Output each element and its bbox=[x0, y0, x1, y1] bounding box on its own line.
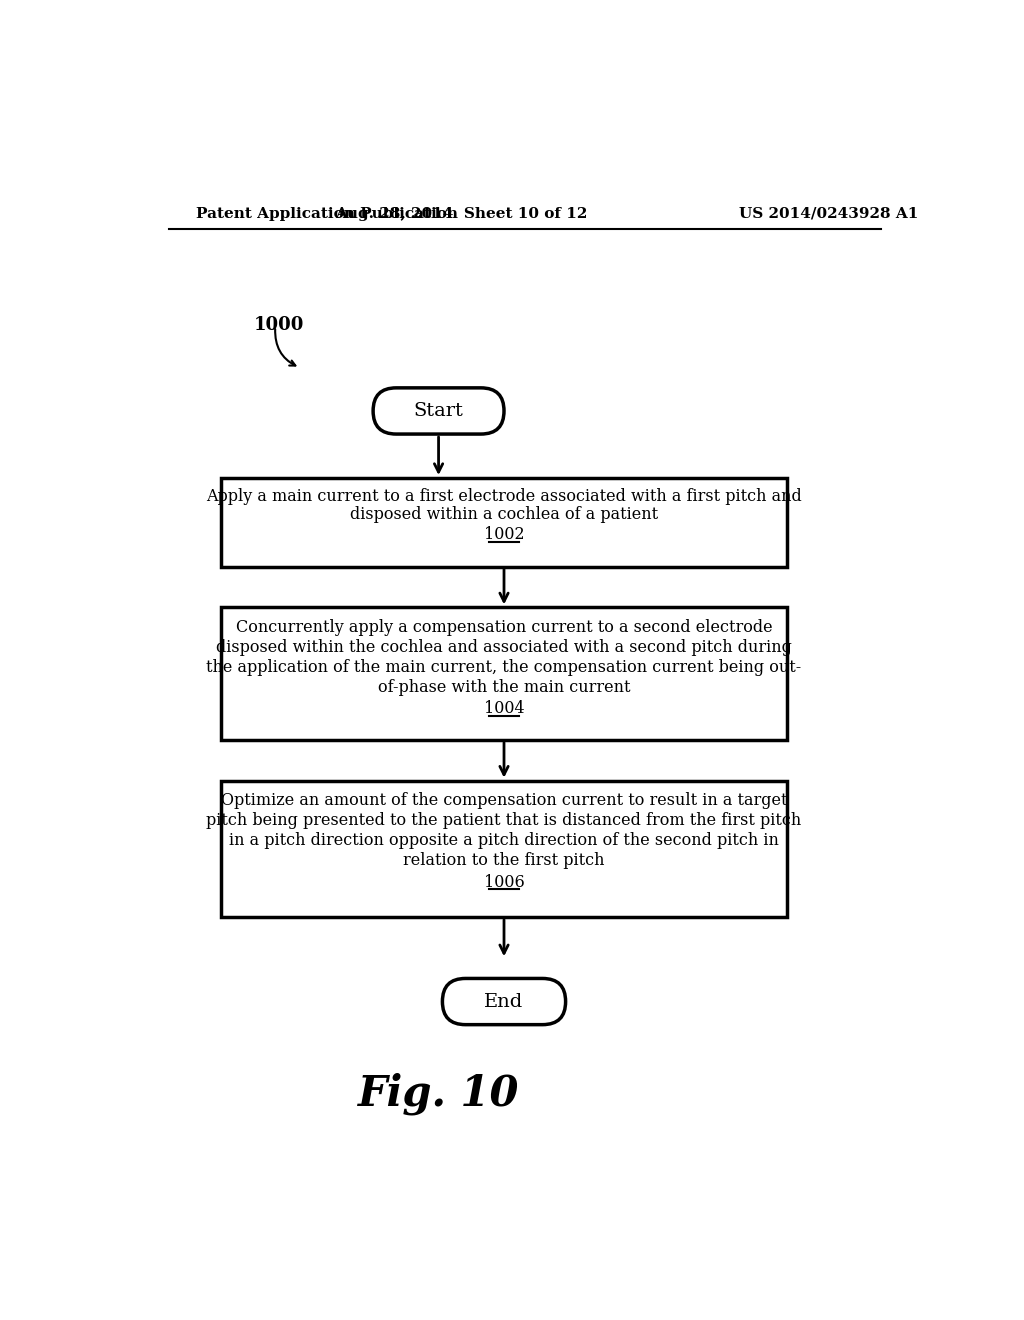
Text: in a pitch direction opposite a pitch direction of the second pitch in: in a pitch direction opposite a pitch di… bbox=[229, 832, 779, 849]
Text: relation to the first pitch: relation to the first pitch bbox=[403, 853, 605, 869]
Text: US 2014/0243928 A1: US 2014/0243928 A1 bbox=[739, 207, 919, 220]
Text: pitch being presented to the patient that is distanced from the first pitch: pitch being presented to the patient tha… bbox=[207, 812, 802, 829]
FancyBboxPatch shape bbox=[221, 780, 786, 917]
Text: 1002: 1002 bbox=[483, 527, 524, 544]
Text: 1006: 1006 bbox=[483, 874, 524, 891]
Text: 1004: 1004 bbox=[483, 701, 524, 718]
Text: Concurrently apply a compensation current to a second electrode: Concurrently apply a compensation curren… bbox=[236, 619, 772, 636]
Text: Start: Start bbox=[414, 403, 464, 420]
Text: 1000: 1000 bbox=[254, 317, 304, 334]
Text: disposed within the cochlea and associated with a second pitch during: disposed within the cochlea and associat… bbox=[216, 639, 792, 656]
FancyBboxPatch shape bbox=[373, 388, 504, 434]
Text: Fig. 10: Fig. 10 bbox=[357, 1073, 519, 1115]
Text: disposed within a cochlea of a patient: disposed within a cochlea of a patient bbox=[350, 507, 658, 524]
Text: Optimize an amount of the compensation current to result in a target: Optimize an amount of the compensation c… bbox=[221, 792, 787, 809]
Text: Aug. 28, 2014  Sheet 10 of 12: Aug. 28, 2014 Sheet 10 of 12 bbox=[336, 207, 588, 220]
Text: of-phase with the main current: of-phase with the main current bbox=[378, 678, 630, 696]
Text: End: End bbox=[484, 993, 523, 1011]
FancyBboxPatch shape bbox=[221, 607, 786, 739]
Text: the application of the main current, the compensation current being out-: the application of the main current, the… bbox=[207, 659, 802, 676]
Text: Apply a main current to a first electrode associated with a first pitch and: Apply a main current to a first electrod… bbox=[206, 488, 802, 506]
Text: Patent Application Publication: Patent Application Publication bbox=[196, 207, 458, 220]
FancyBboxPatch shape bbox=[221, 478, 786, 566]
FancyBboxPatch shape bbox=[442, 978, 565, 1024]
